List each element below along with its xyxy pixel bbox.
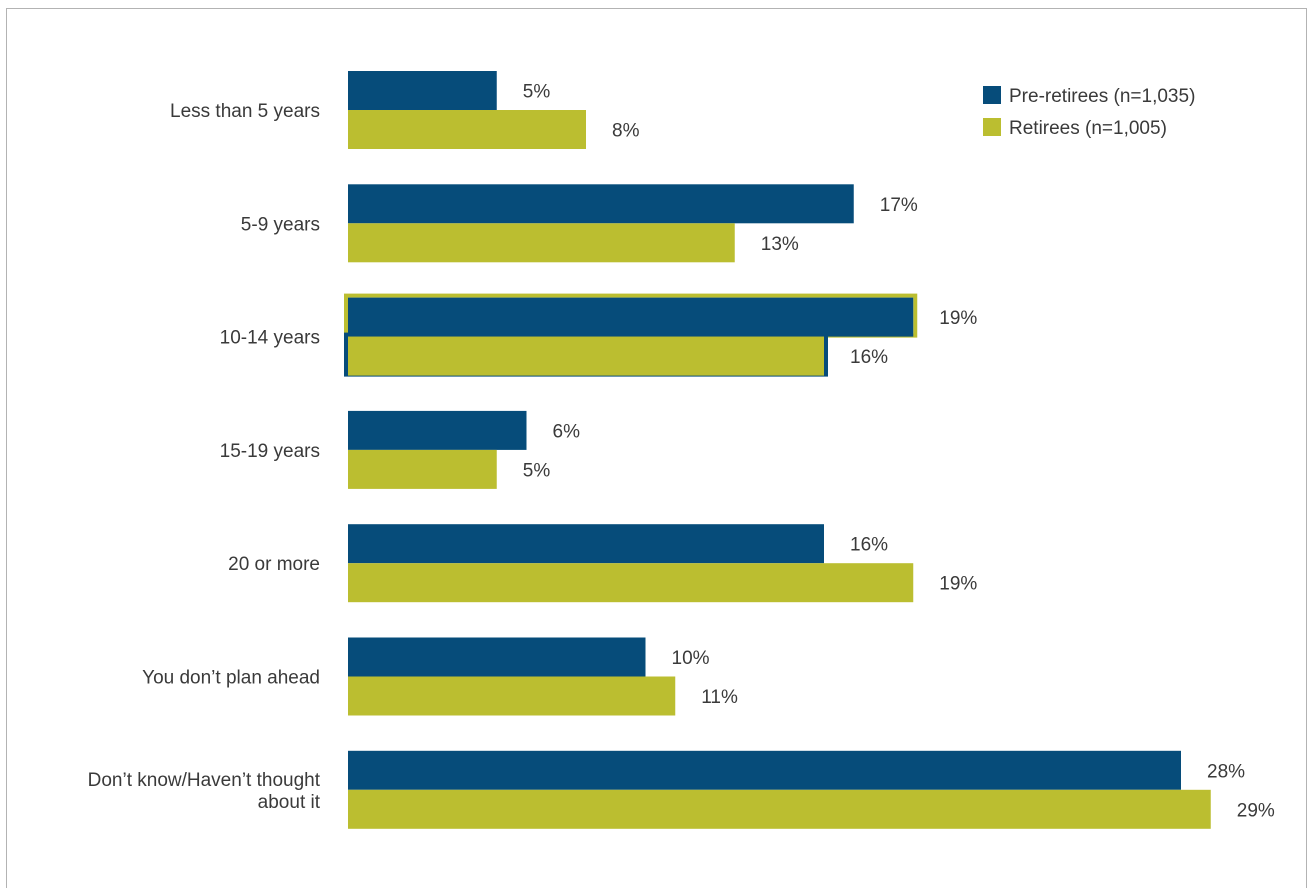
value-label-pre-retirees-10-14-years: 19%: [939, 308, 977, 329]
category-label-line: Don’t know/Haven’t thought: [88, 770, 321, 791]
bar-pre-retirees-10-14-years: [348, 297, 914, 337]
value-label-pre-retirees-20-or-more: 16%: [850, 535, 888, 556]
value-label-retirees-you-don-t-plan-ahead: 11%: [701, 687, 738, 708]
bar-retirees-10-14-years: [348, 336, 824, 376]
value-label-retirees-don-t-know-haven-t-thought-about-it: 29%: [1237, 800, 1275, 821]
category-label-10-14-years: 10-14 years: [220, 328, 320, 349]
bar-retirees-5-9-years: [348, 223, 735, 263]
value-label-pre-retirees-15-19-years: 6%: [553, 421, 581, 442]
category-label-line: about it: [258, 792, 321, 813]
category-label-20-or-more: 20 or more: [228, 554, 320, 575]
legend-swatch-retirees: [983, 118, 1001, 136]
value-label-retirees-5-9-years: 13%: [761, 234, 799, 255]
value-label-retirees-10-14-years: 16%: [850, 347, 888, 368]
bar-pre-retirees-20-or-more: [348, 524, 824, 564]
bar-pre-retirees-15-19-years: [348, 410, 527, 450]
category-label-don-t-know-haven-t-thought-about-it: Don’t know/Haven’t thought about it: [88, 770, 321, 813]
bar-pre-retirees-5-9-years: [348, 184, 854, 224]
value-label-retirees-15-19-years: 5%: [523, 460, 551, 481]
bar-retirees-15-19-years: [348, 449, 497, 489]
category-label-you-don-t-plan-ahead: You don’t plan ahead: [142, 668, 320, 689]
bar-pre-retirees-don-t-know-haven-t-thought-about-it: [348, 750, 1181, 790]
bar-retirees-you-don-t-plan-ahead: [348, 676, 676, 716]
bar-retirees-less-than-5-years: [348, 110, 586, 149]
chart-frame: [6, 8, 1307, 888]
value-label-retirees-20-or-more: 19%: [939, 574, 977, 595]
bar-pre-retirees-less-than-5-years: [348, 71, 497, 110]
value-label-pre-retirees-5-9-years: 17%: [880, 195, 918, 216]
value-label-pre-retirees-don-t-know-haven-t-thought-about-it: 28%: [1207, 761, 1245, 782]
bar-retirees-20-or-more: [348, 563, 914, 603]
value-label-pre-retirees-less-than-5-years: 5%: [523, 82, 551, 103]
bar-retirees-don-t-know-haven-t-thought-about-it: [348, 789, 1211, 829]
value-label-pre-retirees-you-don-t-plan-ahead: 10%: [672, 648, 710, 669]
legend-swatch-pre-retirees: [983, 86, 1001, 104]
category-label-15-19-years: 15-19 years: [220, 441, 320, 462]
value-label-retirees-less-than-5-years: 8%: [612, 121, 640, 142]
legend-label-pre-retirees: Pre-retirees (n=1,035): [1009, 86, 1195, 107]
category-label-5-9-years: 5-9 years: [241, 214, 320, 235]
legend-label-retirees: Retirees (n=1,005): [1009, 118, 1167, 139]
category-label-less-than-5-years: Less than 5 years: [170, 101, 320, 122]
bar-pre-retirees-you-don-t-plan-ahead: [348, 637, 646, 677]
